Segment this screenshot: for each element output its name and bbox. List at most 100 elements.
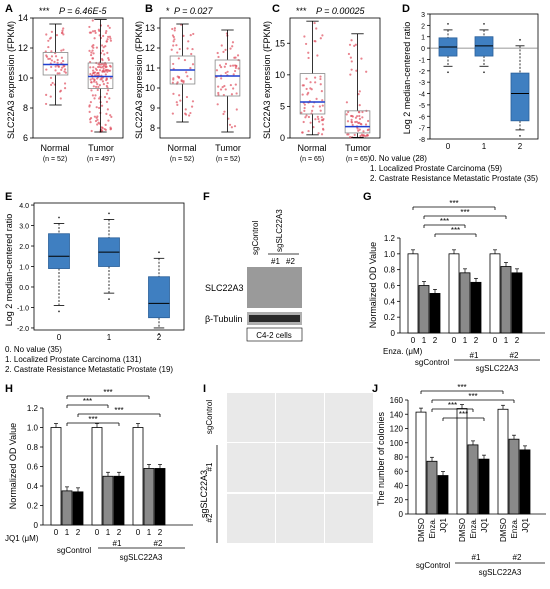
x-group-tumor: Tumor — [345, 143, 371, 153]
data-point — [349, 56, 352, 59]
data-point — [317, 117, 320, 121]
data-point — [303, 35, 306, 38]
data-point — [218, 64, 222, 67]
y-tick-label: 100 — [390, 439, 404, 448]
outlier-point — [519, 135, 521, 137]
data-point — [96, 115, 99, 118]
data-point — [189, 67, 192, 70]
data-point — [319, 37, 322, 40]
significance-stars: *** — [296, 6, 307, 16]
condition-label: 1 — [463, 336, 468, 345]
sig-stars: *** — [88, 415, 97, 424]
data-point — [173, 27, 176, 30]
data-point — [54, 65, 57, 68]
data-point — [49, 76, 53, 79]
data-point — [53, 60, 56, 63]
band-label-tubulin: β-Tubulin — [205, 314, 242, 324]
outlier-point — [483, 23, 485, 25]
blot-band — [249, 315, 300, 322]
panel-letter-j: J — [372, 383, 378, 395]
y-tick-label: 13 — [145, 23, 155, 33]
data-point — [349, 135, 352, 139]
bar — [426, 460, 438, 515]
plot-d: -8 -7 -6 -5 -4 -3 -2 -1 0 1 2 3 0 1 2 — [419, 12, 539, 151]
data-point — [222, 50, 225, 53]
data-point — [350, 68, 353, 71]
y-tick-label: 11 — [146, 63, 155, 73]
bar — [72, 491, 84, 526]
group-label-rep1: #1 — [472, 553, 481, 562]
data-point — [105, 100, 109, 103]
data-point — [306, 93, 309, 96]
data-point — [173, 29, 176, 32]
data-point — [365, 70, 368, 73]
y-tick-label: -1.0 — [17, 305, 29, 312]
data-point — [97, 85, 100, 89]
data-point — [90, 129, 93, 133]
data-point — [305, 87, 308, 91]
data-point — [177, 57, 180, 60]
row-label-rep2: #2 — [205, 513, 214, 522]
bar — [497, 408, 509, 515]
bar — [456, 408, 468, 515]
data-point — [61, 31, 64, 34]
condition-label: 1 — [504, 336, 509, 345]
group-label-rep1: #1 — [113, 539, 122, 548]
y-tick-label: -1 — [419, 57, 425, 64]
data-point — [102, 67, 105, 71]
outlier-point — [108, 298, 110, 301]
sig-stars: *** — [440, 217, 449, 226]
category-label: 1 — [482, 142, 487, 151]
data-point — [359, 134, 362, 138]
plate-well — [227, 494, 275, 543]
data-point — [55, 33, 59, 37]
data-point — [185, 71, 188, 74]
data-point — [235, 64, 238, 68]
bar — [448, 253, 460, 334]
data-point — [98, 69, 102, 72]
data-point — [231, 64, 235, 67]
category-label: 2 — [157, 333, 162, 342]
data-point — [48, 37, 52, 40]
y-tick-label: 3.0 — [19, 224, 29, 231]
data-point — [236, 54, 240, 57]
data-point — [109, 127, 113, 130]
data-point — [57, 65, 60, 68]
data-point — [88, 25, 91, 29]
data-point — [229, 83, 232, 87]
group-label-rep1: #1 — [470, 351, 479, 360]
y-tick-label: -8 — [419, 137, 425, 144]
data-point — [355, 69, 358, 72]
data-point — [63, 70, 66, 73]
panel-letter-a: A — [5, 3, 13, 15]
condition-label: 0 — [452, 336, 457, 345]
data-point — [91, 49, 94, 52]
condition-label: 1 — [106, 528, 111, 537]
y-tick-label: 0 — [280, 133, 285, 143]
legend-item: 2. Castrate Resistance Metastatic Prosta… — [5, 365, 173, 374]
data-point — [358, 90, 361, 93]
data-point — [102, 46, 105, 49]
legend-item: 1. Localized Prostate Carcinoma (59) — [370, 164, 502, 173]
data-point — [217, 91, 220, 95]
data-point — [353, 133, 356, 136]
data-point — [44, 102, 48, 106]
data-point — [47, 45, 50, 49]
data-point — [88, 105, 91, 108]
data-point — [107, 24, 110, 27]
data-point — [301, 131, 304, 134]
data-point — [98, 29, 101, 33]
plot-b: 8 9 10 11 12 13 — [145, 17, 251, 139]
data-point — [361, 110, 364, 114]
n-tumor: (n = 497) — [87, 156, 115, 163]
data-point — [189, 111, 192, 115]
condition-label: DMSO — [417, 518, 426, 542]
data-point — [228, 123, 232, 126]
data-point — [234, 66, 238, 69]
data-point — [100, 63, 103, 66]
y-tick-label: -2.0 — [17, 326, 29, 333]
data-point — [96, 123, 99, 126]
condition-label: 0 — [136, 528, 141, 537]
data-point — [94, 31, 97, 34]
